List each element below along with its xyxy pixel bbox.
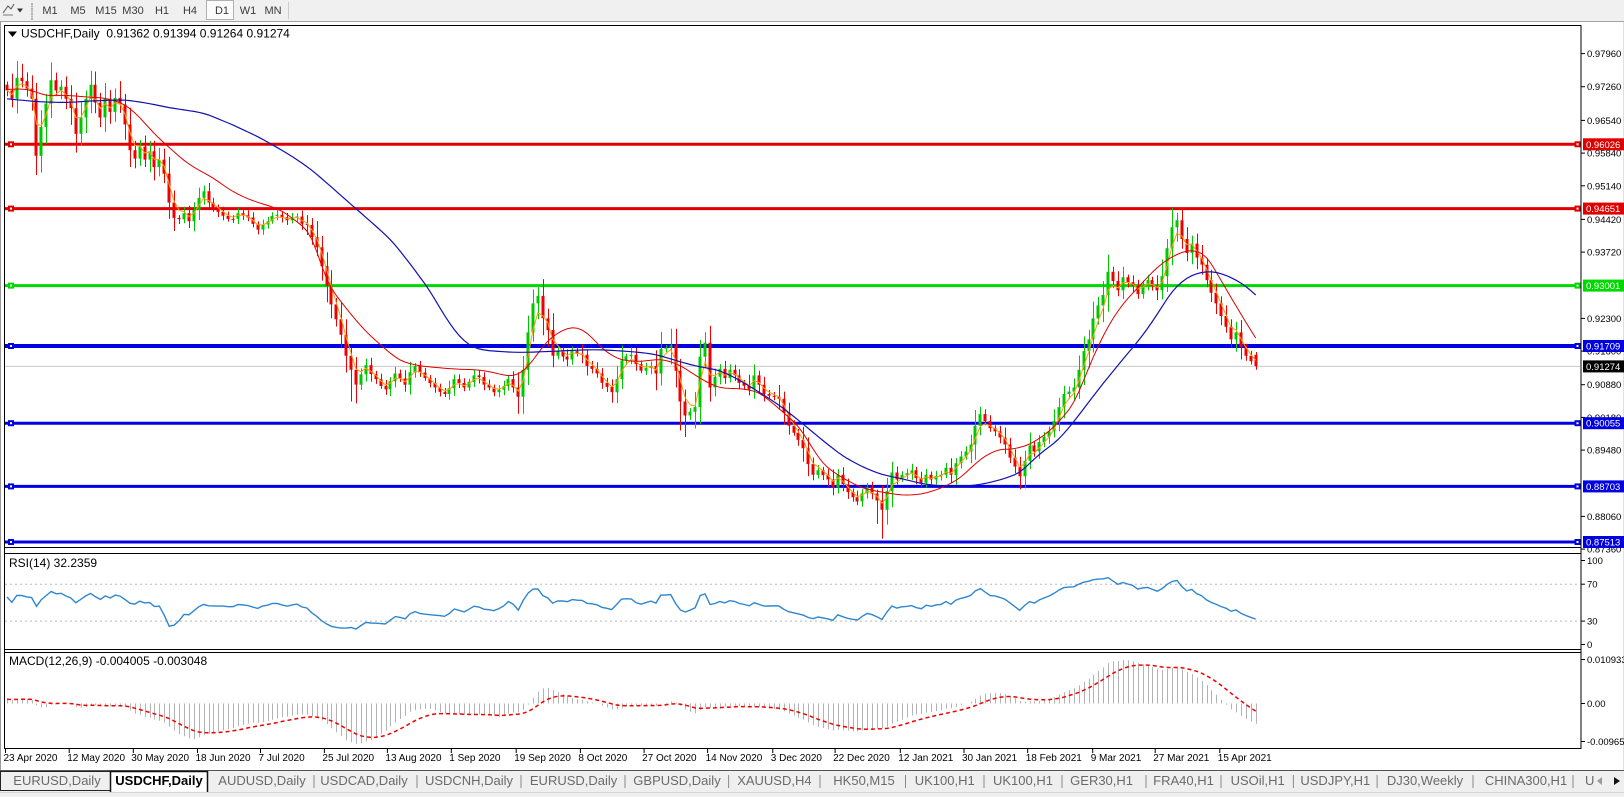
svg-text:0.87360: 0.87360	[1587, 545, 1621, 556]
svg-text:0.97960: 0.97960	[1587, 49, 1621, 60]
svg-text:15 Apr 2021: 15 Apr 2021	[1218, 753, 1272, 764]
svg-text:7 Jul 2020: 7 Jul 2020	[259, 753, 306, 764]
svg-text:0.88060: 0.88060	[1587, 512, 1621, 523]
svg-text:12 May 2020: 12 May 2020	[67, 753, 125, 764]
svg-text:M5: M5	[70, 5, 85, 17]
svg-text:27 Mar 2021: 27 Mar 2021	[1153, 753, 1210, 764]
svg-text:0.00: 0.00	[1587, 699, 1606, 710]
svg-text:UK100,H1: UK100,H1	[993, 773, 1053, 788]
svg-text:8 Oct 2020: 8 Oct 2020	[578, 753, 627, 764]
svg-text:19 Sep 2020: 19 Sep 2020	[514, 753, 571, 764]
svg-text:23 Apr 2020: 23 Apr 2020	[4, 753, 58, 764]
svg-text:0.96026: 0.96026	[1586, 140, 1620, 151]
svg-text:0.89480: 0.89480	[1587, 446, 1621, 457]
svg-text:USDCAD,Daily: USDCAD,Daily	[320, 773, 408, 788]
svg-text:D1: D1	[215, 5, 229, 17]
svg-text:0.90880: 0.90880	[1587, 380, 1621, 391]
svg-text:W1: W1	[240, 5, 257, 17]
svg-text:XAUUSD,H4: XAUUSD,H4	[737, 773, 811, 788]
svg-text:0.92300: 0.92300	[1587, 314, 1621, 325]
svg-text:0: 0	[1587, 640, 1592, 651]
svg-text:0.94651: 0.94651	[1586, 204, 1620, 215]
svg-text:0.91600: 0.91600	[1587, 347, 1621, 358]
svg-text:H4: H4	[183, 5, 197, 17]
svg-text:0.97260: 0.97260	[1587, 82, 1621, 93]
svg-text:USOil,H1: USOil,H1	[1231, 773, 1285, 788]
svg-text:CHINA300,H1: CHINA300,H1	[1485, 773, 1567, 788]
svg-text:MN: MN	[264, 5, 281, 17]
svg-text:DJ30,Weekly: DJ30,Weekly	[1387, 773, 1464, 788]
svg-text:18 Jun 2020: 18 Jun 2020	[196, 753, 251, 764]
svg-text:70: 70	[1587, 580, 1598, 591]
svg-text:EURUSD,Daily: EURUSD,Daily	[530, 773, 618, 788]
svg-text:13 Aug 2020: 13 Aug 2020	[385, 753, 442, 764]
svg-text:UK100,H1: UK100,H1	[915, 773, 975, 788]
svg-text:0.90055: 0.90055	[1586, 419, 1620, 430]
svg-text:0.88703: 0.88703	[1586, 482, 1620, 493]
svg-text:22 Dec 2020: 22 Dec 2020	[833, 753, 890, 764]
svg-text:30: 30	[1587, 617, 1598, 628]
svg-text:3 Dec 2020: 3 Dec 2020	[771, 753, 823, 764]
svg-text:0.95140: 0.95140	[1587, 181, 1621, 192]
svg-text:0.91274: 0.91274	[1586, 362, 1620, 373]
svg-text:GBPUSD,Daily: GBPUSD,Daily	[633, 773, 721, 788]
svg-text:9 Mar 2021: 9 Mar 2021	[1091, 753, 1142, 764]
svg-text:USDCHF,Daily: USDCHF,Daily	[115, 773, 203, 788]
svg-text:MACD(12,26,9) -0.004005 -0.003: MACD(12,26,9) -0.004005 -0.003048	[9, 654, 207, 668]
svg-text:EURUSD,Daily: EURUSD,Daily	[13, 773, 101, 788]
svg-text:30 Jan 2021: 30 Jan 2021	[962, 753, 1017, 764]
svg-text:14 Nov 2020: 14 Nov 2020	[706, 753, 763, 764]
svg-text:0.87513: 0.87513	[1586, 538, 1620, 549]
svg-text:18 Feb 2021: 18 Feb 2021	[1026, 753, 1083, 764]
svg-text:27 Oct 2020: 27 Oct 2020	[642, 753, 697, 764]
svg-text:0.94420: 0.94420	[1587, 215, 1621, 226]
svg-text:FRA40,H1: FRA40,H1	[1153, 773, 1214, 788]
svg-text:M15: M15	[95, 5, 116, 17]
svg-text:1 Sep 2020: 1 Sep 2020	[449, 753, 501, 764]
svg-text:USDJPY,H1: USDJPY,H1	[1300, 773, 1370, 788]
svg-text:0.95840: 0.95840	[1587, 149, 1621, 160]
svg-text:12 Jan 2021: 12 Jan 2021	[898, 753, 953, 764]
svg-text:HK50,M15: HK50,M15	[833, 773, 894, 788]
svg-text:-0.009653: -0.009653	[1587, 737, 1624, 748]
svg-text:100: 100	[1587, 556, 1603, 567]
svg-text:0.93001: 0.93001	[1586, 281, 1620, 292]
svg-text:USDCHF,Daily 0.91362 0.91394: USDCHF,Daily 0.91362 0.91394 0.91264 0.9…	[21, 27, 290, 41]
svg-text:AUDUSD,Daily: AUDUSD,Daily	[218, 773, 306, 788]
svg-text:M30: M30	[122, 5, 143, 17]
svg-text:0.96540: 0.96540	[1587, 116, 1621, 127]
svg-text:U: U	[1585, 773, 1594, 788]
svg-text:0.91709: 0.91709	[1586, 342, 1620, 353]
svg-text:H1: H1	[155, 5, 169, 17]
svg-text:GER30,H1: GER30,H1	[1070, 773, 1133, 788]
svg-text:RSI(14) 32.2359: RSI(14) 32.2359	[9, 556, 97, 570]
svg-text:M1: M1	[42, 5, 57, 17]
svg-text:USDCNH,Daily: USDCNH,Daily	[425, 773, 514, 788]
svg-text:30 May 2020: 30 May 2020	[131, 753, 189, 764]
svg-text:25 Jul 2020: 25 Jul 2020	[322, 753, 374, 764]
svg-text:0.010933: 0.010933	[1587, 655, 1624, 666]
svg-text:0.93720: 0.93720	[1587, 248, 1621, 259]
